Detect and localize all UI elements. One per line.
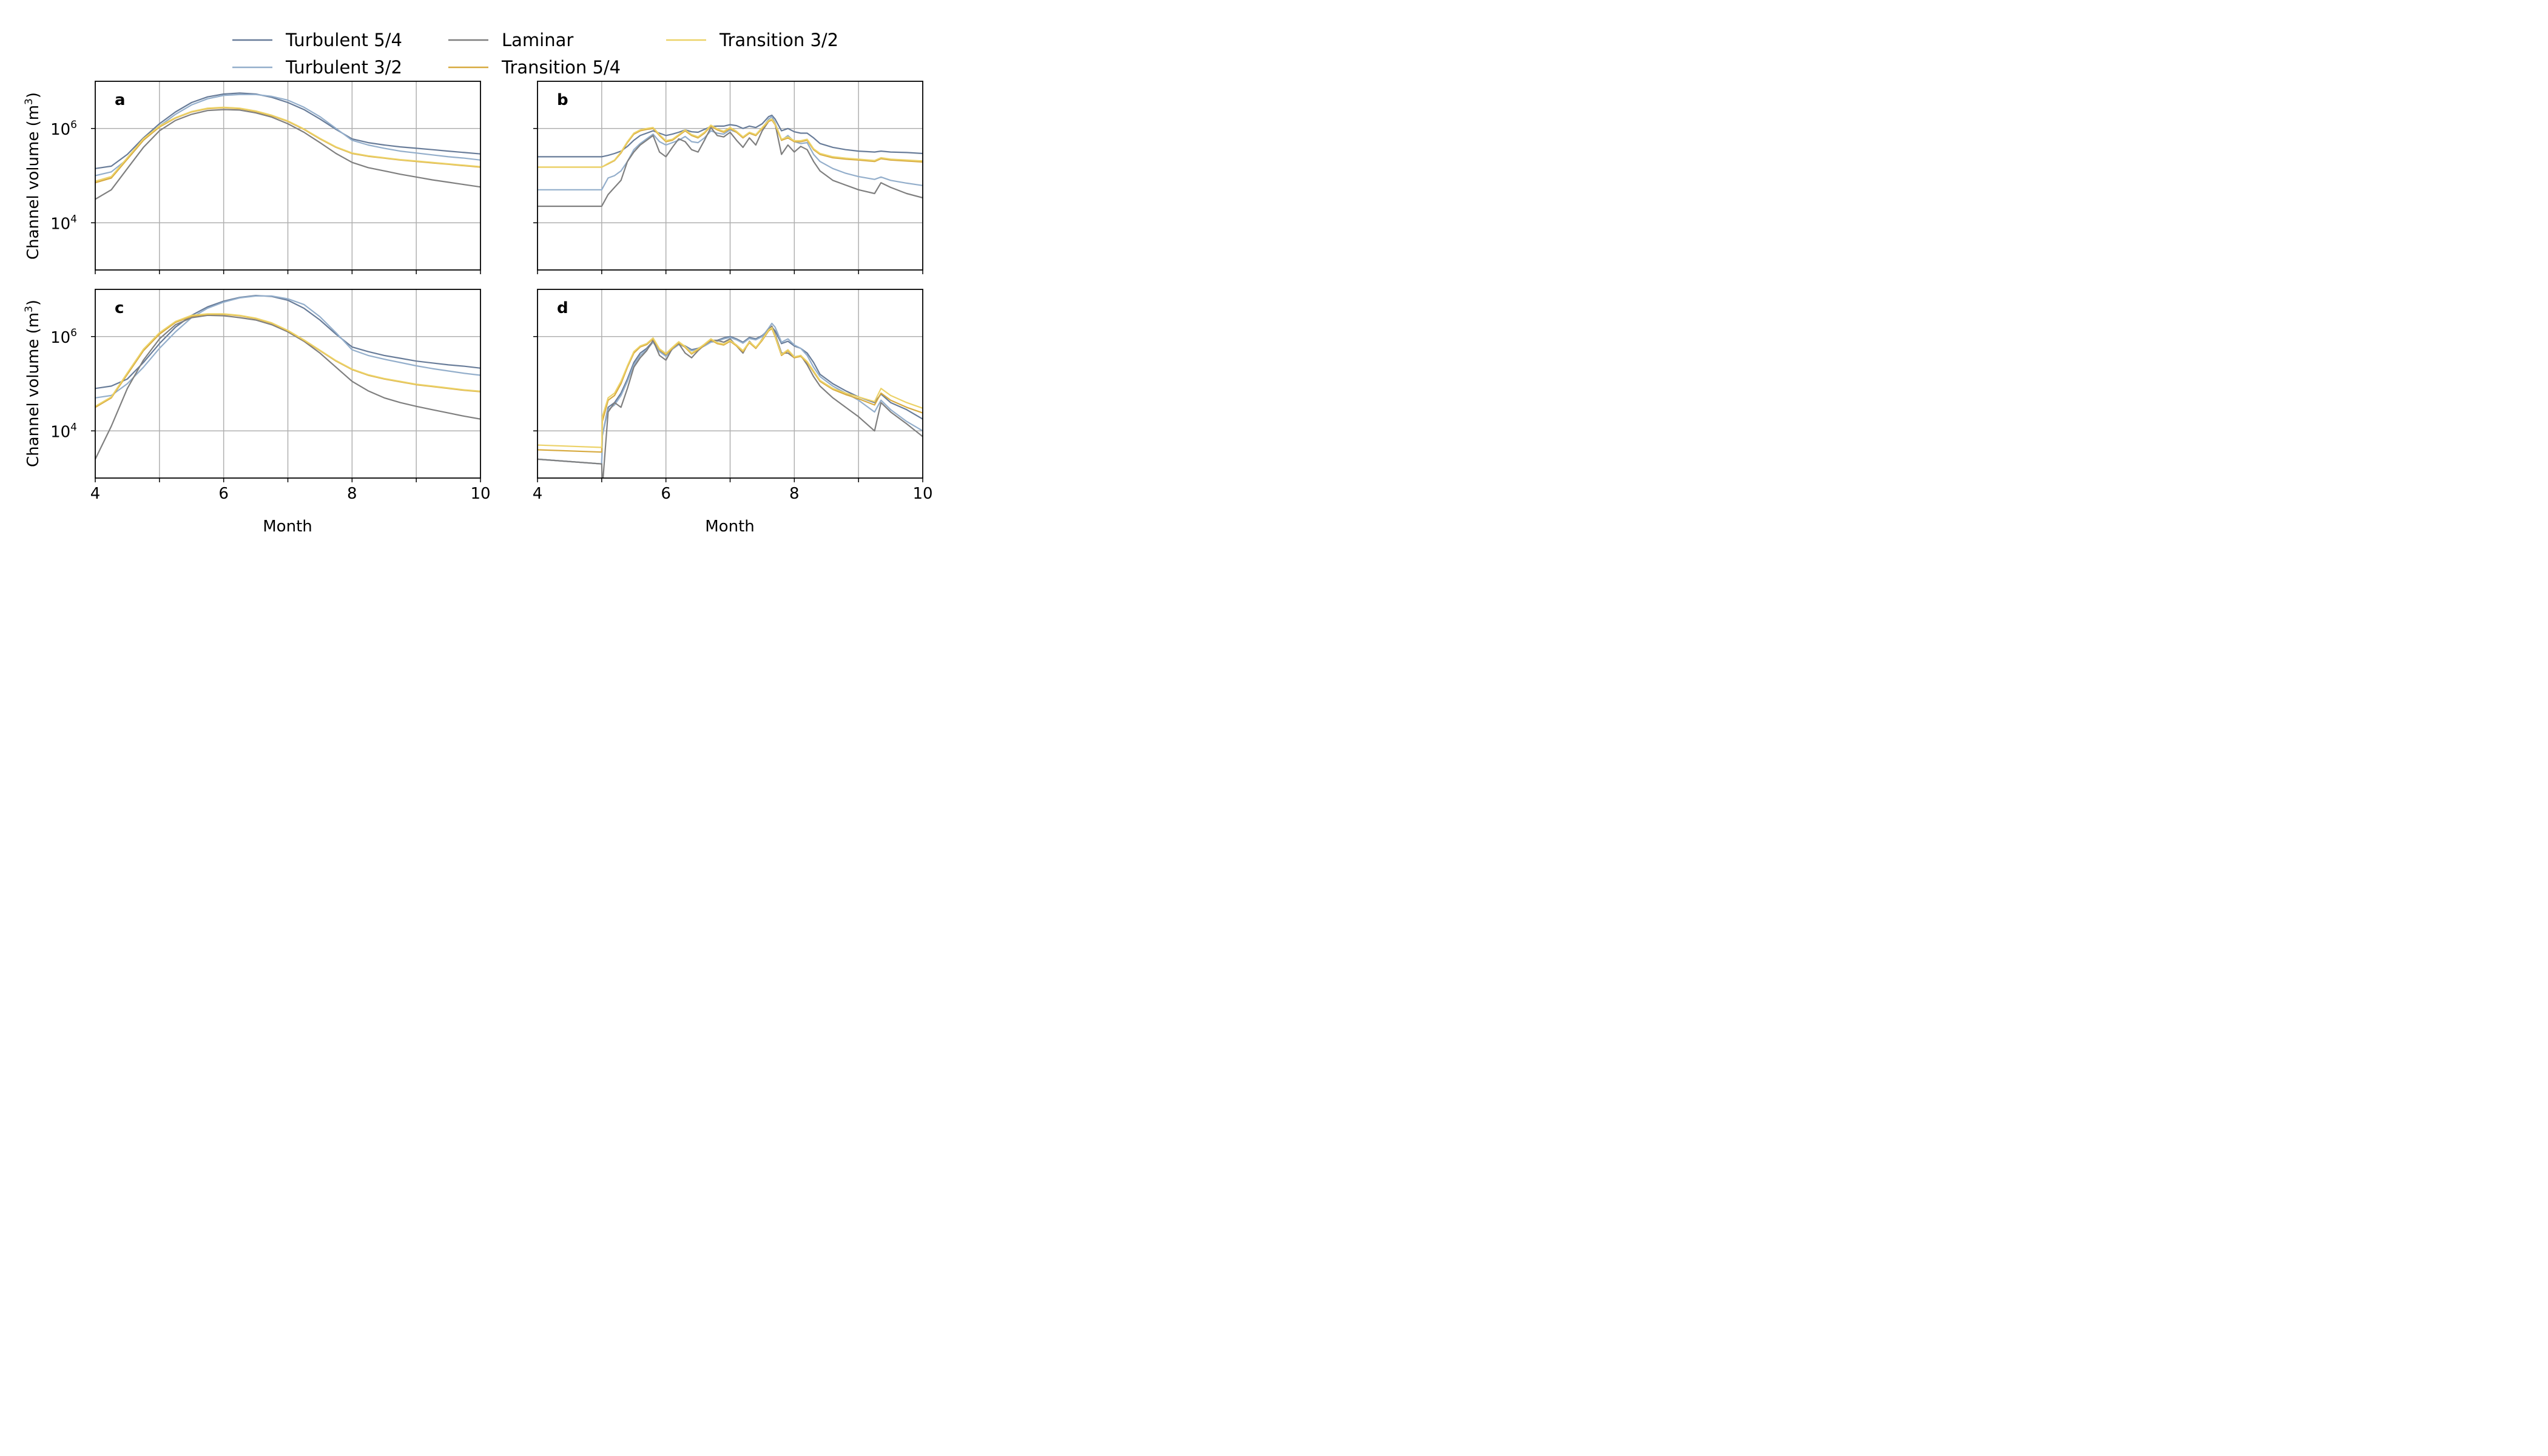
panel-a: 104 106 a	[50, 81, 481, 274]
ylabel-bottom: Channel volume (m3)	[23, 300, 42, 467]
series-lines	[538, 114, 923, 207]
series-lines	[95, 92, 480, 200]
panel-label: d	[557, 299, 568, 317]
series-lines	[538, 322, 923, 478]
series-line	[538, 326, 923, 465]
series-line	[538, 328, 923, 453]
panel-d: 4 6 8 10 d	[533, 289, 933, 503]
panel-label: b	[557, 91, 568, 109]
grid	[538, 81, 923, 270]
xlabel-right: Month	[705, 517, 755, 536]
y-tick-label: 106	[50, 119, 77, 139]
legend-label: Laminar	[502, 30, 573, 50]
panel-label: a	[115, 91, 126, 109]
legend-item: Laminar	[448, 30, 573, 50]
panel-b: b	[533, 81, 923, 274]
series-line	[538, 114, 923, 158]
grid	[95, 81, 480, 270]
panel-label: c	[115, 299, 124, 317]
x-tick-label: 6	[218, 485, 229, 503]
legend-label: Transition 3/2	[719, 30, 838, 50]
x-tick-label: 6	[661, 485, 671, 503]
series-line	[538, 322, 923, 465]
legend-label: Turbulent 3/2	[285, 57, 402, 78]
x-tick-label: 4	[90, 485, 101, 503]
series-line	[95, 295, 480, 389]
series-line	[538, 326, 923, 448]
series-line	[538, 118, 923, 168]
grid	[95, 289, 480, 478]
legend-item: Transition 3/2	[666, 30, 838, 50]
series-line	[95, 92, 480, 169]
x-tick-label: 4	[533, 485, 543, 503]
figure: Turbulent 5/4 Laminar Transition 3/2 Turbul…	[23, 30, 933, 536]
series-line	[95, 295, 480, 399]
series-line	[95, 109, 480, 200]
x-tick-label: 8	[347, 485, 357, 503]
panel-c: 4 6 8 10 104 106 c	[50, 289, 491, 503]
y-tick-label: 104	[50, 213, 77, 233]
series-lines	[95, 295, 480, 460]
series-line	[95, 313, 480, 407]
grid	[538, 289, 923, 478]
x-tick-label: 10	[470, 485, 490, 503]
x-tick-label: 10	[912, 485, 932, 503]
legend-label: Transition 5/4	[501, 57, 621, 78]
legend: Turbulent 5/4 Laminar Transition 3/2 Turbul…	[232, 30, 838, 78]
x-tick-label: 8	[789, 485, 800, 503]
legend-item: Turbulent 3/2	[232, 57, 402, 78]
series-line	[95, 106, 480, 182]
y-tick-label: 106	[50, 327, 77, 347]
xlabel-left: Month	[263, 517, 312, 536]
series-line	[538, 119, 923, 168]
legend-item: Turbulent 5/4	[232, 30, 402, 50]
ylabel-top: Channel volume (m3)	[23, 92, 42, 260]
legend-label: Turbulent 5/4	[285, 30, 402, 50]
series-line	[538, 118, 923, 207]
panels: 104 106 a b 4 6 8 10 104 106 c 4 6 8 10 d	[50, 81, 933, 503]
series-line	[95, 314, 480, 460]
y-tick-label: 104	[50, 421, 77, 441]
legend-item: Transition 5/4	[448, 57, 621, 78]
